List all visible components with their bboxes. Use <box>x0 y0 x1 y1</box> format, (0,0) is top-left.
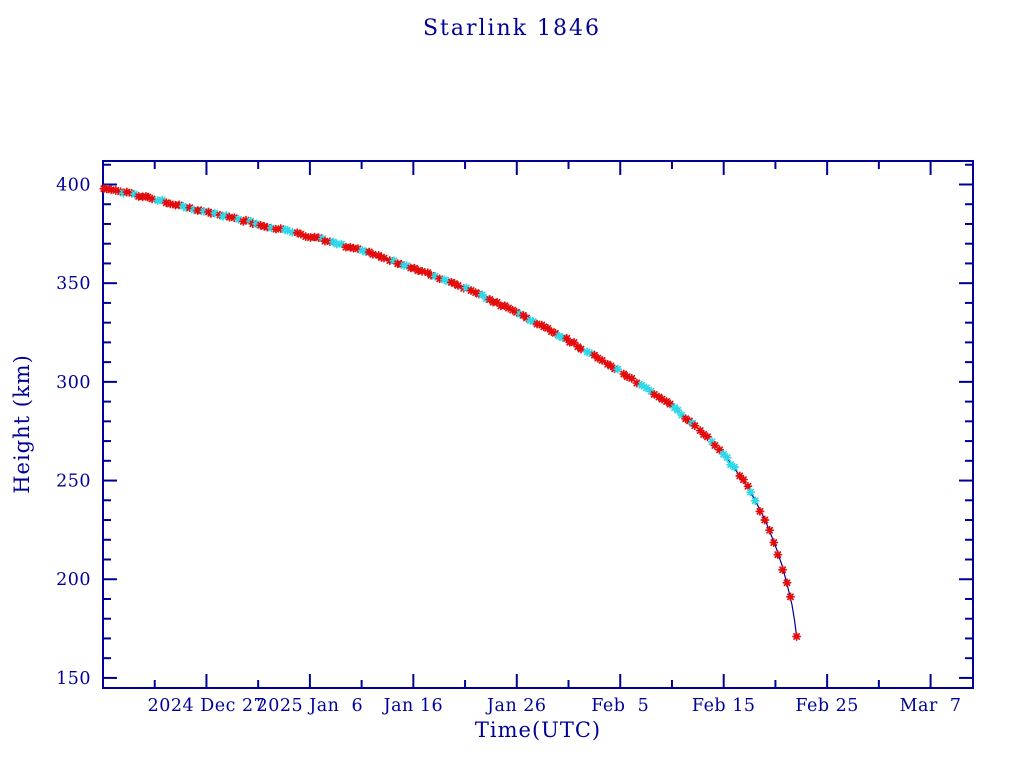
axis-ticks <box>104 162 972 687</box>
x-tick-label: Feb 5 <box>591 696 649 716</box>
x-tick-label: Jan 16 <box>382 696 444 716</box>
plot-frame <box>102 160 974 689</box>
y-tick-label: 250 <box>56 472 91 492</box>
x-tick-label: Feb 25 <box>795 696 859 716</box>
x-tick-label: 2024 Dec 27 <box>148 696 266 716</box>
y-axis-title: Height (km) <box>10 354 34 494</box>
y-tick-label: 300 <box>56 373 91 393</box>
y-tick-label: 200 <box>56 570 91 590</box>
x-tick-label: Feb 15 <box>692 696 756 716</box>
y-tick-label: 400 <box>56 175 91 195</box>
x-tick-label: Mar 7 <box>900 696 962 716</box>
decay-line <box>104 188 798 637</box>
y-tick-label: 150 <box>56 669 91 689</box>
x-axis-title: Time(UTC) <box>474 718 602 742</box>
x-tick-label: Jan 26 <box>485 696 547 716</box>
y-tick-label: 350 <box>56 274 91 294</box>
chart-title: Starlink 1846 <box>422 16 602 41</box>
x-tick-label: 2025 Jan 6 <box>257 696 364 716</box>
data-markers <box>99 184 802 641</box>
